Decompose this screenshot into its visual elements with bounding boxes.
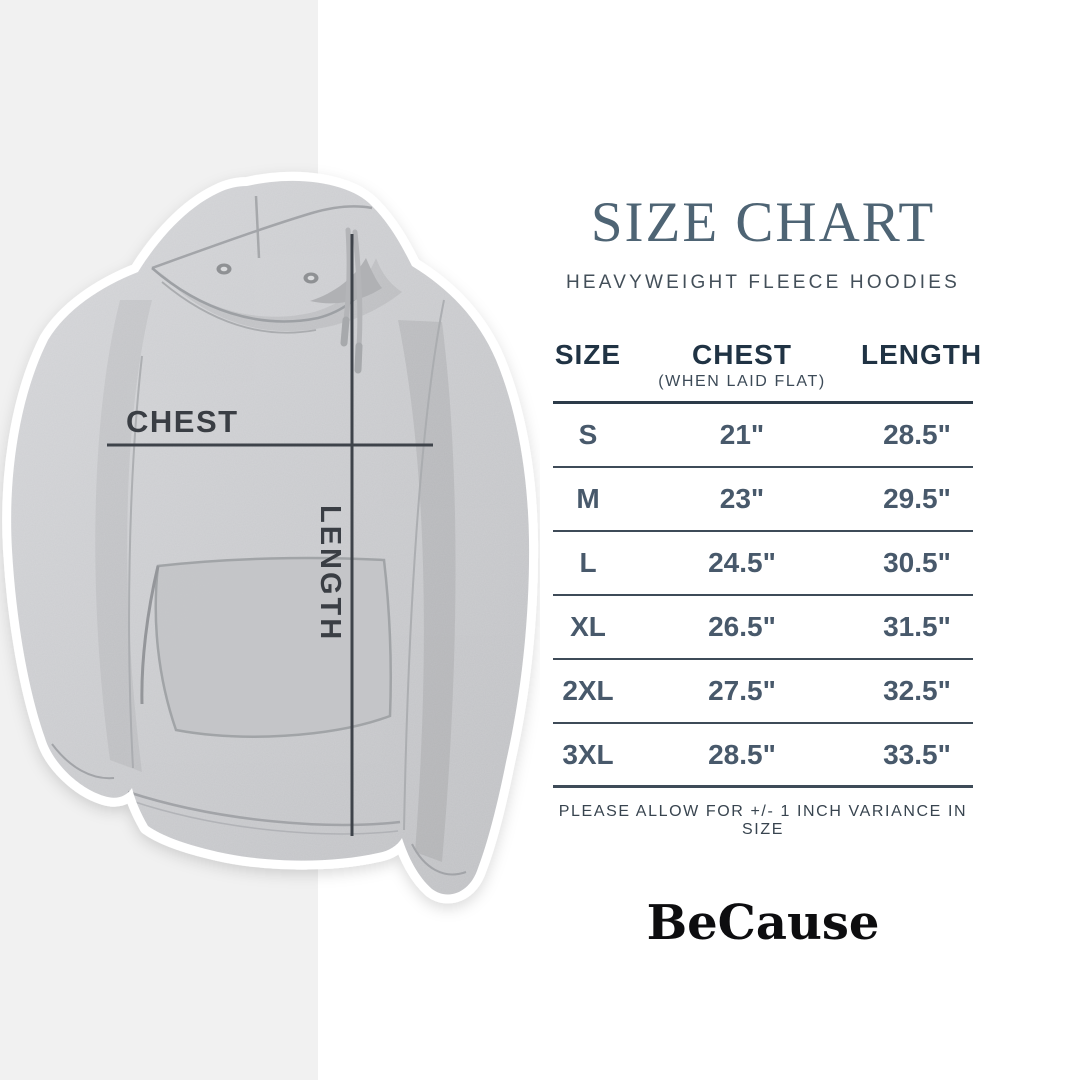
page-title: SIZE CHART	[590, 191, 936, 254]
chest-cell: 27.5"	[708, 675, 776, 706]
chest-cell: 28.5"	[708, 738, 776, 770]
hoodie-illustration	[2, 171, 539, 904]
variance-note: PLEASE ALLOW FOR +/- 1 INCH VARIANCE IN …	[558, 803, 968, 838]
table-row: L 24.5" 30.5"	[553, 532, 973, 596]
length-cell: 29.5"	[883, 483, 951, 514]
hoodie-fabric-details	[11, 180, 530, 895]
size-cell: 2XL	[562, 675, 614, 706]
size-cell: XL	[570, 611, 606, 642]
column-header-chest: CHEST (WHEN LAID FLAT)	[623, 341, 861, 390]
column-header-size: SIZE	[554, 339, 622, 370]
table-row: S 21" 28.5"	[553, 404, 973, 468]
table-row: 2XL 27.5" 32.5"	[553, 660, 973, 724]
column-header-chest-label: CHEST	[692, 339, 792, 370]
size-table: SIZE CHEST (WHEN LAID FLAT) LENGTH S 21"…	[553, 330, 983, 788]
size-cell: M	[576, 483, 600, 514]
length-cell: 30.5"	[883, 547, 951, 578]
size-cell: 3XL	[562, 738, 614, 770]
chest-measure-label: CHEST	[126, 404, 239, 439]
column-header-chest-note: (WHEN LAID FLAT)	[658, 373, 826, 390]
length-cell: 32.5"	[883, 675, 951, 706]
table-row: 3XL 28.5" 33.5"	[553, 724, 973, 788]
brand-logo: BeCause	[646, 895, 880, 951]
chest-cell: 24.5"	[708, 547, 776, 578]
size-cell: L	[579, 547, 597, 578]
chest-cell: 21"	[719, 419, 765, 450]
table-row: M 23" 29.5"	[553, 468, 973, 532]
length-cell: 31.5"	[883, 611, 951, 642]
column-header-length: LENGTH	[861, 339, 983, 370]
length-cell: 28.5"	[883, 419, 951, 450]
size-table-header: SIZE CHEST (WHEN LAID FLAT) LENGTH	[553, 330, 983, 404]
drawstring	[340, 227, 363, 374]
chest-cell: 26.5"	[708, 611, 776, 642]
table-row: XL 26.5" 31.5"	[553, 596, 973, 660]
chest-cell: 23"	[719, 483, 765, 514]
hoodie-photo: CHEST LENGTH	[2, 171, 539, 904]
page-subtitle: HEAVYWEIGHT FLEECE HOODIES	[566, 272, 960, 293]
size-cell: S	[578, 419, 598, 450]
length-cell: 33.5"	[883, 738, 951, 770]
length-measure-label: LENGTH	[314, 505, 346, 643]
kangaroo-pocket	[140, 556, 392, 738]
